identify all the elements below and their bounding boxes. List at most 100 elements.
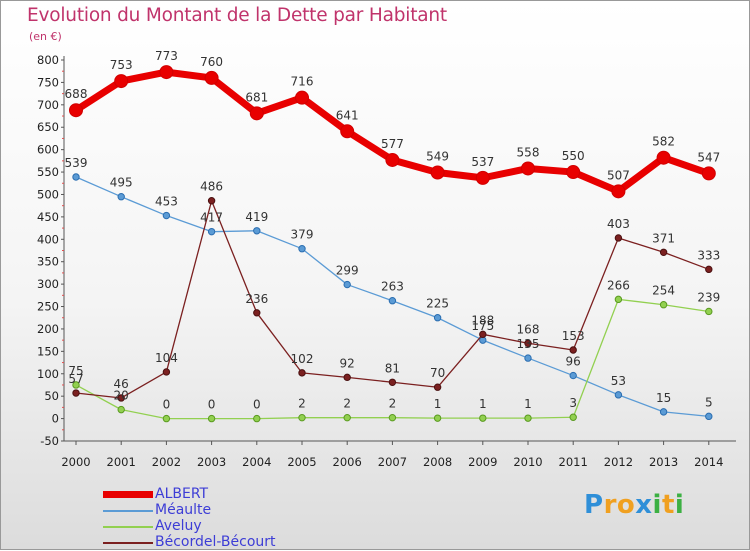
x-tick-label: 2004: [242, 455, 271, 469]
data-label: 716: [291, 75, 314, 89]
data-point: [479, 330, 487, 339]
data-point: [343, 413, 351, 422]
data-label: 403: [607, 217, 630, 231]
x-tick-label: 2013: [649, 455, 678, 469]
legend: ALBERT Méaulte Aveluy Bécordel-Bécourt: [103, 486, 403, 551]
x-tick-label: 2000: [61, 455, 90, 469]
data-label: 266: [607, 278, 630, 292]
data-label: 507: [607, 168, 630, 182]
data-point: [524, 354, 532, 362]
data-label: 263: [381, 280, 404, 294]
data-point: [249, 106, 264, 121]
data-point: [204, 70, 219, 85]
data-point: [614, 234, 623, 242]
data-label: 773: [155, 49, 178, 63]
data-label: 1: [434, 397, 442, 411]
data-label: 539: [65, 156, 88, 170]
data-label: 96: [566, 355, 581, 369]
y-tick-label: 350: [37, 255, 59, 269]
data-label: 0: [253, 398, 261, 412]
data-label: 104: [155, 351, 178, 365]
x-tick-label: 2012: [604, 455, 633, 469]
chart-subtitle: (en €): [29, 30, 62, 43]
data-point: [524, 339, 532, 347]
data-label: 5: [705, 395, 713, 409]
data-label: 92: [340, 356, 355, 370]
data-point: [253, 227, 261, 235]
data-label: 2: [343, 397, 351, 411]
y-tick-label: 600: [37, 143, 59, 157]
data-point: [614, 295, 623, 304]
logo-letter: r: [603, 490, 617, 520]
legend-swatch-aveluy: [103, 526, 153, 528]
data-label: 168: [517, 322, 540, 336]
legend-label-aveluy: Aveluy: [155, 518, 202, 534]
data-label: 236: [245, 292, 268, 306]
data-label: 57: [68, 372, 83, 386]
x-tick-label: 2008: [423, 455, 452, 469]
data-point: [611, 184, 626, 199]
data-label: 20: [114, 389, 129, 403]
legend-item-aveluy: Aveluy: [103, 518, 403, 535]
data-point: [343, 373, 351, 382]
data-point: [659, 301, 668, 309]
data-label: 53: [611, 374, 626, 388]
y-tick-label: 250: [37, 300, 59, 314]
data-label: 417: [200, 211, 223, 225]
x-tick-label: 2006: [333, 455, 362, 469]
data-point: [159, 65, 174, 80]
x-tick-label: 2009: [468, 455, 497, 469]
data-label: 537: [471, 155, 494, 169]
data-label: 549: [426, 150, 449, 164]
y-tick-label: 750: [37, 75, 59, 89]
x-tick-label: 2005: [287, 455, 316, 469]
data-label: 2: [389, 397, 397, 411]
data-label: 225: [426, 297, 449, 311]
x-tick-label: 2003: [197, 455, 226, 469]
data-label: 681: [245, 90, 268, 104]
legend-swatch-becordel: [103, 542, 153, 544]
data-label: 371: [652, 231, 675, 245]
data-point: [388, 297, 397, 305]
data-label: 0: [208, 398, 216, 412]
y-tick-label: 700: [37, 98, 59, 112]
y-tick-label: 500: [37, 187, 59, 201]
logo-letter: P: [584, 490, 604, 520]
data-point: [475, 170, 490, 185]
x-tick-label: 2011: [559, 455, 588, 469]
data-label: 753: [110, 58, 133, 72]
data-point: [705, 412, 713, 421]
data-point: [72, 381, 80, 389]
data-label: 102: [291, 352, 314, 366]
data-point: [569, 346, 577, 354]
data-point: [566, 165, 581, 180]
data-label: 1: [479, 397, 487, 411]
data-point: [521, 161, 535, 176]
logo-letter: o: [616, 490, 636, 520]
data-point: [340, 124, 355, 139]
data-point: [207, 414, 216, 423]
y-tick-label: 150: [37, 344, 59, 358]
legend-item-meaulte: Méaulte: [103, 502, 403, 519]
data-label: 1: [524, 397, 532, 411]
data-point: [659, 408, 668, 416]
data-label: 495: [110, 176, 133, 190]
data-label: 70: [430, 366, 445, 380]
data-point: [433, 383, 442, 391]
data-point: [524, 414, 532, 422]
data-label: 153: [562, 329, 585, 343]
data-label: 188: [471, 313, 494, 327]
data-label: 582: [652, 135, 675, 149]
data-point: [253, 309, 261, 317]
y-tick-label: -50: [40, 434, 59, 448]
data-label: 299: [336, 264, 359, 278]
y-tick-label: 300: [37, 277, 59, 291]
data-point: [72, 389, 80, 397]
data-point: [479, 414, 487, 422]
y-tick-label: 0: [52, 412, 59, 426]
data-point: [295, 90, 309, 105]
data-label: 81: [385, 361, 400, 375]
data-point: [72, 173, 80, 181]
data-point: [433, 414, 442, 422]
